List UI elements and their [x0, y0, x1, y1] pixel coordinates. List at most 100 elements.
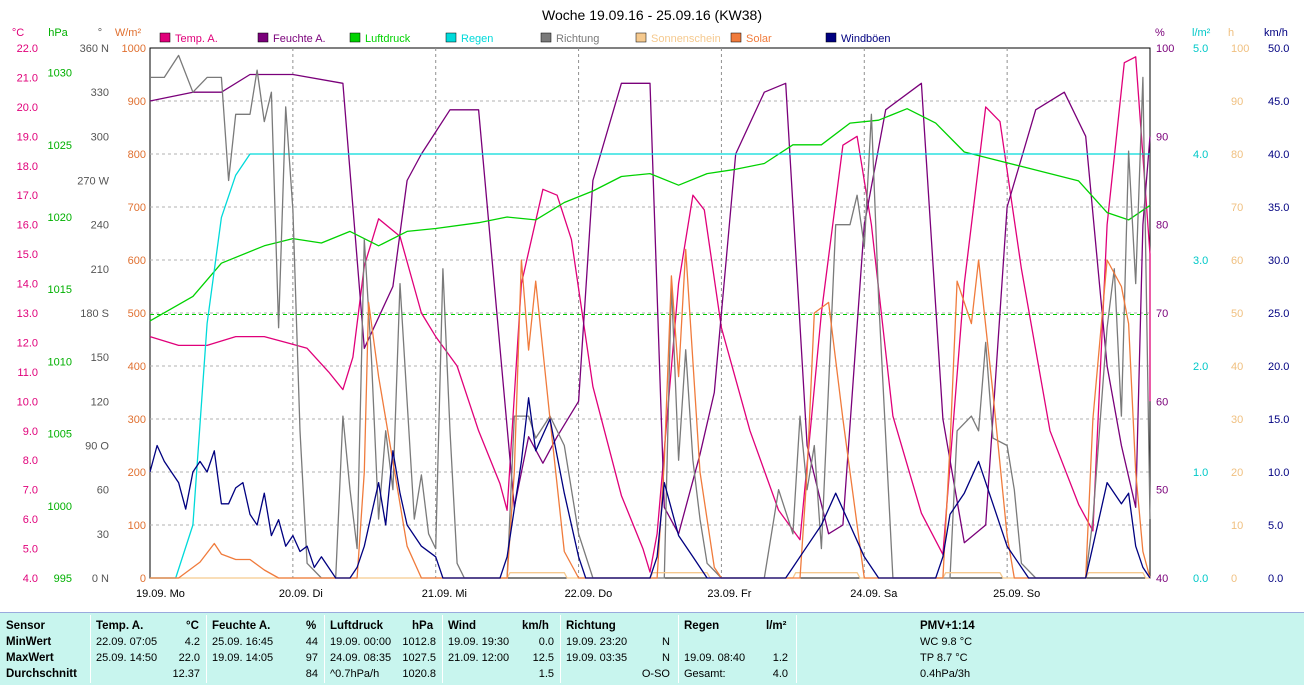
direction-tick-label: 240 — [91, 220, 109, 232]
stats-press-date: 24.09. 08:35 — [330, 652, 392, 664]
pressure-tick-label: 1005 — [48, 429, 72, 441]
temp-tick-label: 12.0 — [17, 337, 38, 349]
legend-swatch — [257, 32, 269, 43]
direction-unit-label: ° — [98, 27, 102, 39]
stats-temp-val: 22.0 — [178, 652, 200, 664]
stats-rain-date: 19.09. 08:40 — [684, 652, 746, 664]
temp-tick-label: 15.0 — [17, 249, 38, 261]
stats-pmv: TP 8.7 °C — [920, 652, 968, 664]
legend-swatch — [445, 32, 457, 43]
wind-tick-label: 50.0 — [1268, 43, 1289, 55]
humidity-tick-label: 60 — [1156, 396, 1168, 408]
temp-tick-label: 20.0 — [17, 102, 38, 114]
wind-tick-label: 10.0 — [1268, 467, 1289, 479]
sunshine-tick-label: 80 — [1231, 149, 1243, 161]
solar-tick-label: 800 — [128, 149, 146, 161]
stats-press-val: 1027.5 — [402, 652, 436, 664]
stats-header-humidity-unit: % — [306, 620, 317, 632]
stats-header-pmv: PMV+1:14 — [920, 620, 975, 632]
weather-week-chart: Woche 19.09.16 - 25.09.16 (KW38) Temp. A… — [12, 7, 1290, 600]
humidity-tick-label: 100 — [1156, 43, 1174, 55]
humidity-tick-label: 80 — [1156, 220, 1168, 232]
legend-swatch — [730, 32, 742, 43]
wind-tick-label: 5.0 — [1268, 520, 1283, 532]
stats-press-date: 19.09. 00:00 — [330, 636, 392, 648]
series-line-6 — [150, 248, 1151, 579]
stats-temp-date: 22.09. 07:05 — [96, 636, 158, 648]
temp-tick-label: 11.0 — [17, 367, 38, 379]
sunshine-tick-label: 100 — [1231, 43, 1249, 55]
solar-tick-label: 300 — [128, 414, 146, 426]
x-tick-label: 23.09. Fr — [707, 588, 751, 600]
legend-item-5: Sonnenschein — [635, 32, 721, 45]
direction-tick-label: 330 — [91, 87, 109, 99]
series-line-1 — [149, 73, 1151, 544]
sunshine-tick-label: 20 — [1231, 467, 1243, 479]
wind-unit-label: km/h — [1264, 27, 1288, 39]
legend-swatch — [825, 32, 837, 43]
legend-item-2: Luftdruck — [349, 32, 411, 45]
direction-tick-label: 90 O — [85, 441, 109, 453]
legend-label: Windböen — [841, 33, 891, 45]
legend-item-7: Windböen — [825, 32, 891, 45]
wind-tick-label: 25.0 — [1268, 308, 1289, 320]
temp-unit-label: °C — [12, 27, 24, 39]
stats-dir-date: 19.09. 23:20 — [566, 636, 628, 648]
stats-header-temp-unit: °C — [186, 620, 199, 632]
temp-tick-label: 9.0 — [23, 426, 38, 438]
rain-tick-label: 0.0 — [1193, 573, 1208, 585]
legend-item-1: Feuchte A. — [257, 32, 326, 45]
temp-tick-label: 8.0 — [23, 455, 38, 467]
rain-tick-label: 5.0 — [1193, 43, 1208, 55]
temp-tick-label: 16.0 — [17, 220, 38, 232]
direction-tick-label: 0 N — [92, 573, 109, 585]
legend-item-4: Richtung — [540, 32, 599, 45]
sunshine-tick-label: 60 — [1231, 255, 1243, 267]
wind-tick-label: 35.0 — [1268, 202, 1289, 214]
stats-header-wind-unit: km/h — [522, 620, 549, 632]
stats-header-rain: Regen — [684, 620, 720, 632]
stats-header-sensor: Sensor — [6, 620, 45, 632]
legend-swatch — [349, 32, 361, 43]
stats-pmv: 0.4hPa/3h — [920, 668, 971, 680]
rain-tick-label: 4.0 — [1193, 149, 1208, 161]
sunshine-tick-label: 10 — [1231, 520, 1243, 532]
stats-wind-val: 12.5 — [532, 652, 554, 664]
sunshine-tick-label: 40 — [1231, 361, 1243, 373]
temp-tick-label: 14.0 — [17, 279, 38, 291]
direction-tick-label: 180 S — [80, 308, 109, 320]
humidity-tick-label: 50 — [1156, 485, 1168, 497]
solar-tick-label: 1000 — [122, 43, 146, 55]
legend-label: Temp. A. — [175, 33, 218, 45]
stats-hum-date: 19.09. 14:05 — [212, 652, 274, 664]
stats-hum-date: 25.09. 16:45 — [212, 636, 274, 648]
x-tick-label: 24.09. Sa — [850, 588, 898, 600]
x-tick-label: 22.09. Do — [565, 588, 613, 600]
stats-header-rain-unit: l/m² — [766, 620, 787, 632]
stats-rain-val: 1.2 — [772, 652, 788, 664]
x-tick-label: 21.09. Mi — [422, 588, 467, 600]
pressure-unit-label: hPa — [48, 27, 68, 39]
temp-tick-label: 6.0 — [23, 514, 38, 526]
legend-item-3: Regen — [445, 32, 493, 45]
pressure-tick-label: 1010 — [48, 356, 72, 368]
series-line-0 — [149, 56, 1151, 573]
stats-header-temp: Temp. A. — [96, 620, 144, 632]
sunshine-tick-label: 50 — [1231, 308, 1243, 320]
solar-tick-label: 600 — [128, 255, 146, 267]
legend-label: Luftdruck — [365, 33, 411, 45]
stats-temp-date: 25.09. 14:50 — [96, 652, 158, 664]
stats-rain-date: Gesamt: — [684, 668, 726, 680]
pressure-tick-label: 1030 — [48, 68, 72, 80]
direction-tick-label: 150 — [91, 352, 109, 364]
stats-rain-val: 4.0 — [772, 668, 788, 680]
rain-tick-label: 2.0 — [1193, 361, 1208, 373]
rain-tick-label: 1.0 — [1193, 467, 1208, 479]
chart-legend: Temp. A. Feuchte A. Luftdruck Regen Richtung… — [159, 32, 891, 45]
stats-header-pressure: Luftdruck — [330, 620, 384, 632]
temp-tick-label: 19.0 — [17, 131, 38, 143]
series-line-4 — [150, 54, 1151, 579]
temp-tick-label: 7.0 — [23, 485, 38, 497]
legend-swatch — [635, 32, 647, 43]
legend-swatch — [159, 32, 171, 43]
